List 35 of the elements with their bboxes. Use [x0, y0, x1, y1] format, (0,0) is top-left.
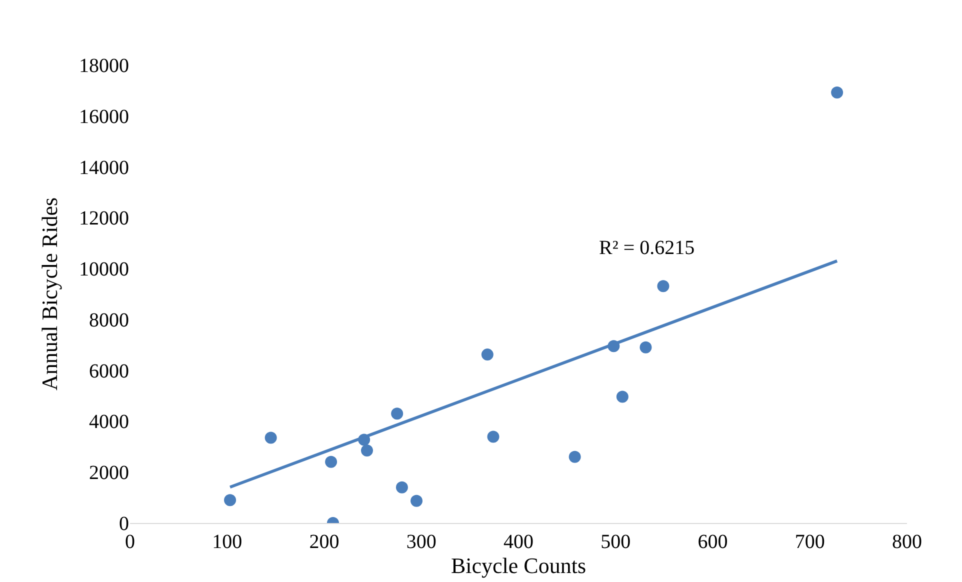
annotation: R² = 0.6215: [599, 237, 695, 259]
y-tick-label: 14000: [79, 156, 129, 179]
point: [224, 494, 236, 506]
point: [657, 280, 670, 292]
y-axis-title: Annual Bicycle Rides: [36, 197, 62, 391]
point: [640, 341, 652, 354]
y-tick-label: 8000: [89, 309, 129, 332]
y-tick-label: 18000: [79, 55, 129, 77]
x-tick-label: 200: [309, 531, 340, 553]
point: [391, 408, 404, 420]
y-tick-label: 6000: [89, 360, 129, 382]
y-tick-label: 16000: [79, 106, 129, 128]
point: [616, 390, 628, 403]
x-tick-label: 400: [504, 531, 534, 553]
point: [410, 494, 423, 507]
point: [831, 86, 844, 98]
point: [360, 444, 373, 456]
point: [325, 456, 338, 468]
point: [568, 450, 581, 463]
y-tick-label: 0: [119, 513, 129, 535]
point: [487, 430, 500, 443]
point: [481, 348, 494, 361]
y-tick-label: 2000: [89, 462, 129, 484]
x-axis-title: Bicycle Counts: [450, 553, 586, 578]
x-tick-label: 100: [212, 531, 242, 553]
x-tick-label: 700: [794, 531, 825, 553]
y-tick-label: 10000: [79, 258, 129, 281]
x-tick-label: 500: [600, 531, 631, 553]
point: [264, 432, 277, 444]
x-tick-label: 300: [406, 531, 436, 553]
x-tick-label: 600: [698, 531, 728, 553]
y-tick-label: 4000: [89, 411, 129, 434]
point: [396, 481, 408, 494]
y-tick-label: 12000: [79, 208, 129, 230]
x-tick-label: 800: [892, 531, 922, 553]
